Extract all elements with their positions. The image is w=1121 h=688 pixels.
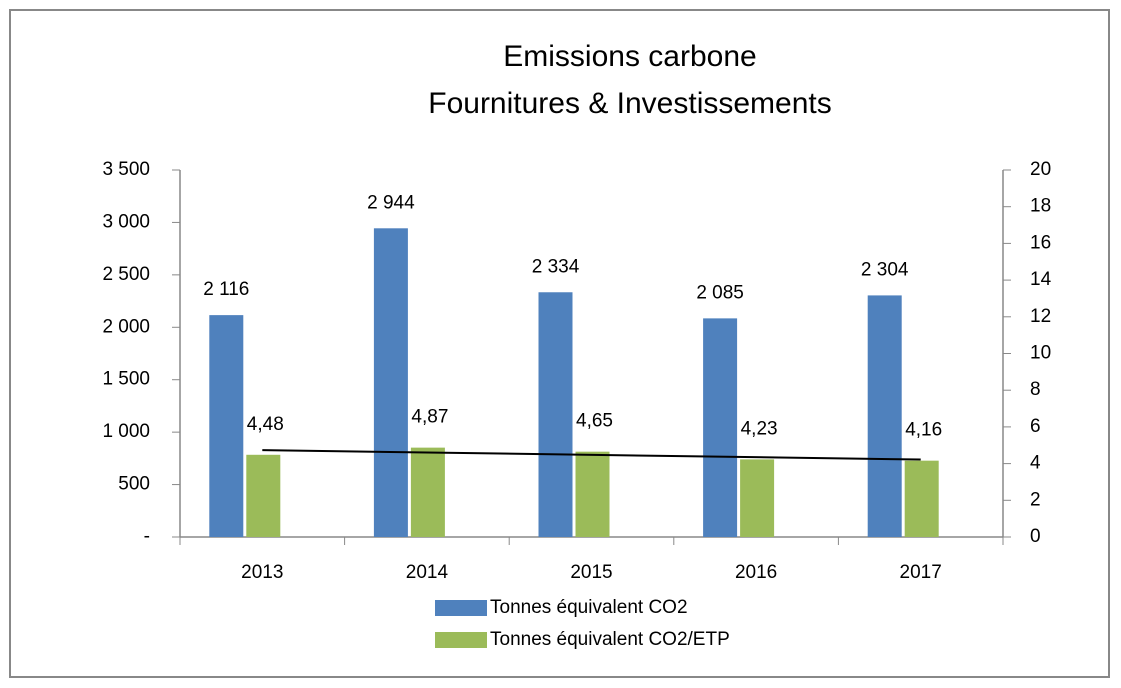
y2-tick-label: 16 [1030,232,1051,253]
y-tick-label: 2 000 [102,316,150,337]
trend-line [262,449,921,461]
value-label: 2 085 [696,282,744,303]
y2-tick-label: 12 [1030,306,1051,327]
value-label: 4,87 [411,407,448,428]
value-label: 4,65 [576,411,613,432]
y2-tick-label: 2 [1030,489,1041,510]
bar [867,295,902,537]
y2-tick-label: 14 [1030,269,1052,290]
y2-tick-label: 8 [1030,379,1041,400]
chart-title: Emissions carbone [503,40,756,73]
value-label: 4,23 [741,418,778,439]
chart-title: Fournitures & Investissements [428,87,832,120]
y2-tick-label: 4 [1030,453,1041,474]
value-label: 4,16 [905,420,942,441]
y-tick-label: 3 000 [102,211,150,232]
bar [575,451,610,537]
bar [246,454,281,537]
value-label: 4,48 [247,414,284,435]
legend-swatch [435,632,487,648]
y-tick-label: 1 000 [102,421,150,442]
bar [538,292,573,537]
y2-tick-label: 6 [1030,416,1041,437]
bar [703,318,738,537]
y-tick-label: 500 [118,474,150,495]
x-tick-label: 2017 [900,562,942,583]
y-tick-label: 1 500 [102,369,150,390]
value-label: 2 334 [532,256,580,277]
bar [209,315,244,537]
x-tick-label: 2014 [406,562,449,583]
legend-label: Tonnes équivalent CO2 [490,597,688,618]
y2-tick-label: 20 [1030,159,1051,180]
value-label: 2 304 [861,259,909,280]
value-label: 2 944 [367,192,415,213]
bar [373,228,408,537]
x-tick-label: 2015 [570,562,612,583]
x-tick-label: 2016 [735,562,777,583]
y-tick-label: 3 500 [102,159,150,180]
bar [740,459,775,537]
x-tick-label: 2013 [241,562,283,583]
legend-swatch [435,600,487,616]
y2-tick-label: 0 [1030,526,1041,547]
bar [904,460,939,537]
y-tick-label: - [144,526,150,547]
legend-label: Tonnes équivalent CO2/ETP [490,629,730,650]
value-label: 2 116 [203,279,249,300]
y2-tick-label: 18 [1030,196,1051,217]
y-tick-label: 2 500 [102,264,150,285]
y2-tick-label: 10 [1030,343,1051,364]
bar [410,447,445,537]
